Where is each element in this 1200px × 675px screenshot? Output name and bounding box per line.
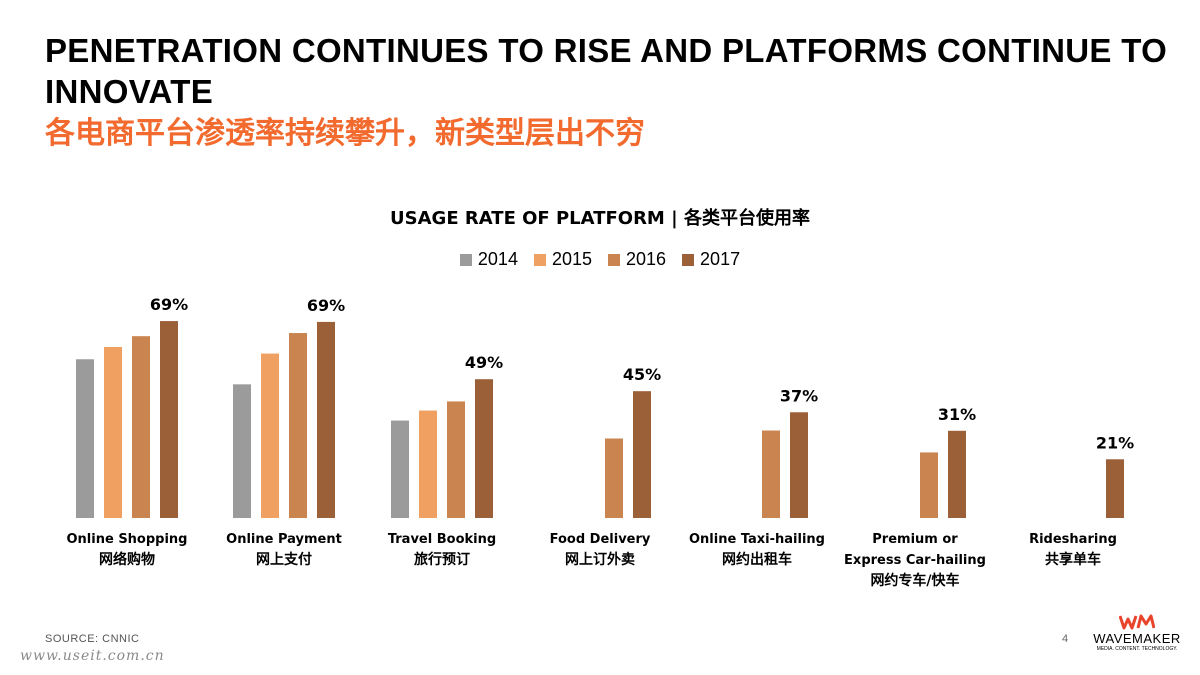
legend-swatch-icon [459, 253, 472, 266]
bar-2017-1 [160, 321, 178, 518]
data-label: 21% [1096, 433, 1134, 452]
bar-2016-2 [289, 333, 307, 518]
legend-label: 2015 [551, 249, 592, 269]
legend-label: 2016 [626, 249, 667, 269]
legend-item-2017: 2017 [682, 249, 740, 270]
data-label: 31% [938, 405, 976, 424]
legend-item-2014: 2014 [459, 249, 518, 270]
legend-label: 2017 [700, 249, 741, 269]
bar-2015-3 [419, 410, 437, 518]
watermark: www.useit.com.cn [20, 648, 165, 664]
bar-2015-1 [104, 347, 122, 518]
bar-2016-4 [605, 438, 623, 518]
legend-label: 2014 [477, 249, 518, 269]
bar-2016-1 [132, 336, 150, 518]
category-label-en: Online Taxi-hailing [689, 532, 825, 547]
legend-item-2016: 2016 [608, 249, 666, 270]
data-label: 45% [623, 365, 661, 384]
bar-2017-6 [948, 430, 966, 518]
data-label: 69% [307, 296, 345, 315]
category-label-cn: 网约专车/快车 [870, 572, 959, 589]
bar-2017-7 [1106, 459, 1124, 518]
bar-2015-2 [261, 353, 279, 518]
legend-swatch-icon [533, 253, 546, 266]
bar-2017-4 [633, 391, 651, 518]
data-label: 37% [780, 386, 818, 405]
page-title: PENETRATION CONTINUES TO RISE AND PLATFO… [45, 32, 1168, 110]
chart-title: USAGE RATE OF PLATFORM | 各类平台使用率 [390, 208, 810, 229]
legend-swatch-icon [608, 253, 620, 266]
chart-legend: 2014 2015 2016 2017 [0, 249, 1200, 270]
wm-logo-icon [1119, 614, 1155, 630]
page-subtitle-cn: 各电商平台渗透率持续攀升，新类型层出不穷 [45, 116, 645, 151]
bar-2016-3 [447, 401, 465, 518]
category-label-en: Food Delivery [550, 532, 651, 547]
bar-2017-3 [475, 379, 493, 518]
bar-2014-3 [391, 420, 409, 518]
bar-2014-1 [76, 359, 94, 518]
category-label-en: Ridesharing [1029, 532, 1117, 547]
legend-swatch-icon [682, 253, 695, 266]
bar-2016-5 [762, 430, 780, 518]
source-note: SOURCE: CNNIC [45, 633, 140, 645]
data-label: 69% [150, 295, 188, 314]
category-label-cn: 网约出租车 [722, 551, 792, 568]
category-label-cn: 网上订外卖 [565, 551, 635, 568]
data-label: 49% [465, 353, 503, 372]
bar-chart: 69% Online Shopping 网络购物 69% Online Payment 网… [67, 295, 1135, 589]
category-label-en: Premium or [872, 532, 958, 547]
bar-2014-2 [233, 384, 251, 518]
category-label-en: Online Payment [226, 532, 342, 547]
bar-2016-6 [920, 452, 938, 518]
bar-2017-2 [317, 321, 335, 518]
category-label-en: Express Car-hailing [844, 553, 986, 568]
category-label-en: Online Shopping [67, 532, 188, 547]
legend-item-2015: 2015 [533, 249, 592, 270]
wavemaker-logo: WAVEMAKER MEDIA. CONTENT. TECHNOLOGY. [1092, 614, 1182, 652]
page-number: 4 [1062, 633, 1069, 645]
logo-tagline: MEDIA. CONTENT. TECHNOLOGY. [1096, 646, 1178, 652]
bar-2017-5 [790, 412, 808, 518]
category-label-cn: 网上支付 [256, 551, 312, 568]
category-label-cn: 网络购物 [99, 551, 155, 568]
category-label-cn: 旅行预订 [414, 551, 470, 568]
category-label-en: Travel Booking [388, 532, 496, 547]
logo-name: WAVEMAKER [1093, 631, 1181, 646]
category-label-cn: 共享单车 [1045, 551, 1101, 568]
